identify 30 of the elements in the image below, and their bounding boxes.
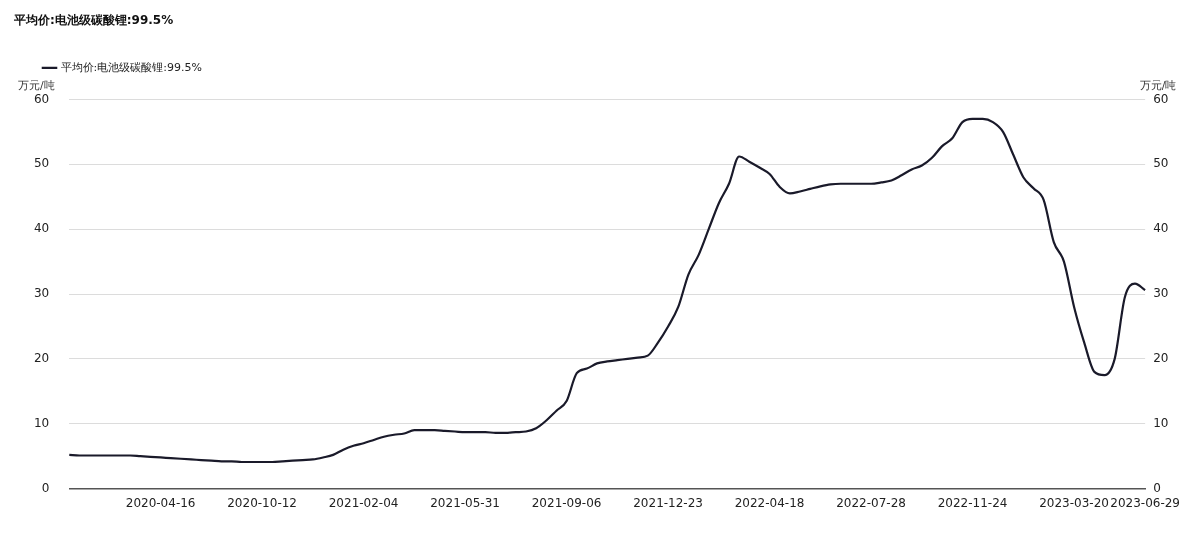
y2-tick-label: 20 (1153, 350, 1169, 365)
y2-tick-label: 30 (1153, 286, 1169, 301)
y2-axis-title: 万元/吨 (1139, 78, 1177, 92)
x-tick-label: 2020-04-16 (125, 495, 196, 510)
y2-tick-label: 50 (1153, 156, 1169, 171)
y-axis-title: 万元/吨 (18, 78, 55, 92)
x-tick-label: 2022-11-24 (937, 495, 1008, 510)
y-tick-label: 20 (33, 350, 50, 365)
y-tick-label: 10 (33, 415, 50, 430)
x-tick-label: 2021-02-04 (328, 495, 399, 510)
y-tick-label: 50 (33, 156, 50, 171)
y2-tick-label: 10 (1153, 415, 1169, 430)
x-tick-label: 2021-09-06 (531, 495, 602, 510)
y2-tick-label: 60 (1153, 91, 1169, 106)
legend-label: 平均价:电池级碳酸锂:99.5% (60, 60, 202, 74)
x-tick-label: 2020-10-12 (227, 495, 297, 510)
x-tick-label: 2021-12-23 (633, 495, 703, 510)
x-tick-label: 2023-06-29 (1110, 495, 1181, 510)
line-series (68, 117, 1147, 464)
y-tick-label: 60 (33, 91, 50, 106)
chart-title: 平均价:电池级碳酸锂:99.5% (13, 13, 174, 28)
x-tick-label: 2023-03-20 (1039, 495, 1109, 510)
y2-tick-label: 40 (1153, 221, 1169, 236)
x-tick-label: 2022-04-18 (734, 495, 805, 510)
x-tick-label: 2022-07-28 (836, 495, 906, 510)
y-tick-label: 0 (41, 480, 50, 495)
y-tick-label: 30 (33, 286, 50, 301)
y2-tick-label: 0 (1153, 480, 1161, 495)
y-tick-label: 40 (33, 221, 50, 236)
x-tick-label: 2021-05-31 (430, 495, 500, 510)
